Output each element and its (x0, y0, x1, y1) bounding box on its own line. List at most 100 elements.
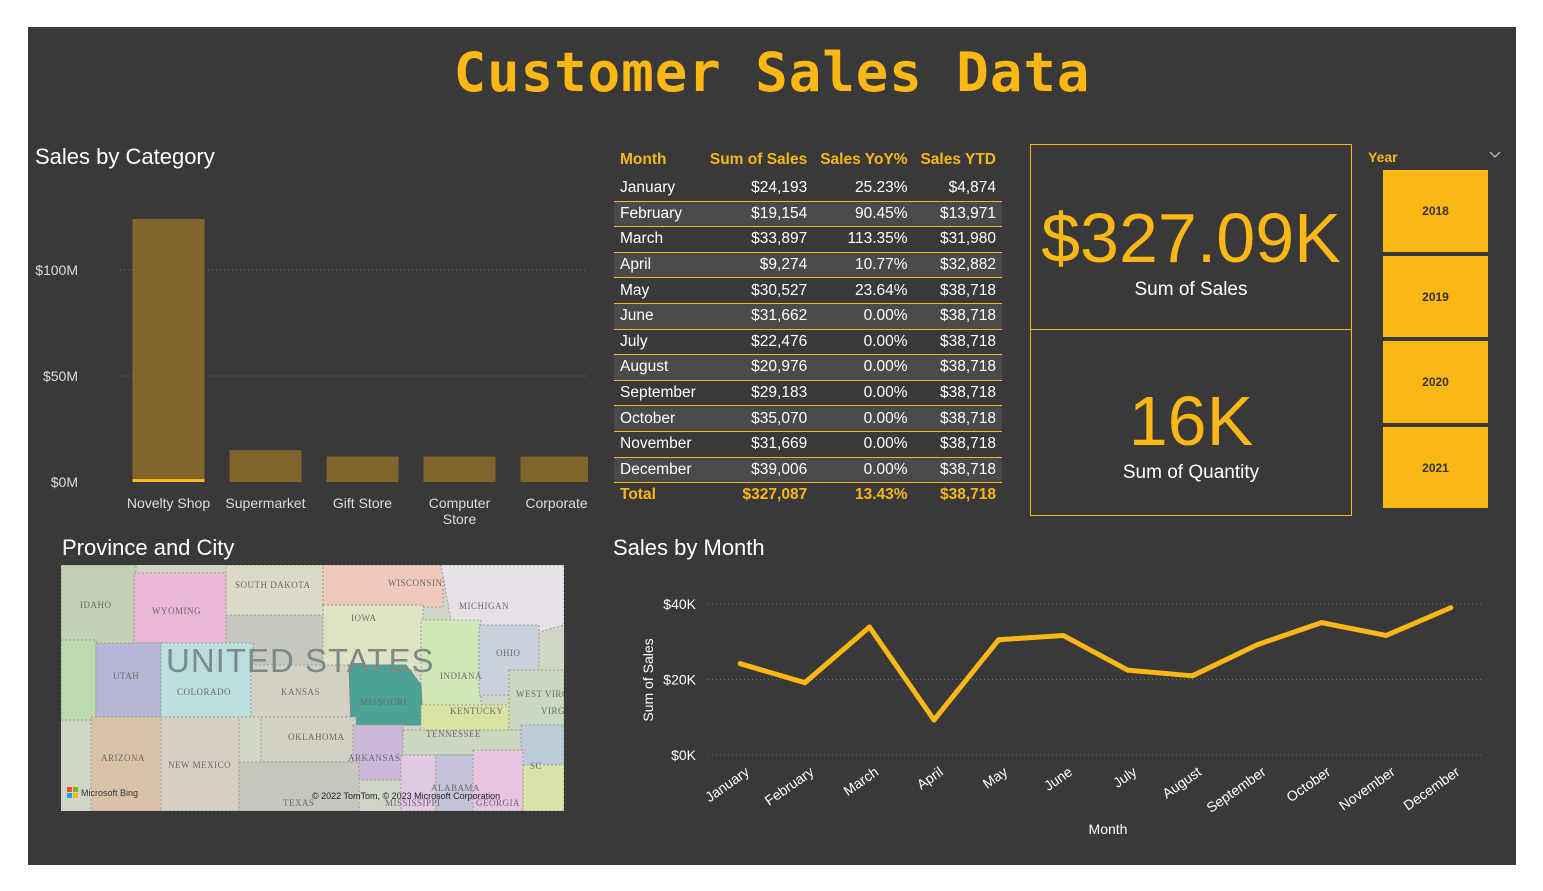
data-point[interactable] (1125, 667, 1131, 673)
data-point[interactable] (1319, 620, 1325, 626)
bar-highlight (132, 479, 205, 482)
data-point[interactable] (1189, 673, 1195, 679)
bar[interactable] (326, 456, 399, 482)
bar[interactable] (423, 456, 496, 482)
data-point[interactable] (737, 661, 743, 667)
cell-sales-yoy: 0.00% (813, 354, 914, 381)
bar[interactable] (132, 219, 205, 482)
table-row[interactable]: December $39,006 0.00% $38,718 (614, 457, 1002, 484)
sales-line[interactable] (737, 605, 1454, 723)
data-point[interactable] (1060, 632, 1066, 638)
table-row[interactable]: November $31,669 0.00% $38,718 (614, 431, 1002, 458)
table-row[interactable]: September $29,183 0.00% $38,718 (614, 380, 1002, 407)
year-slicer-title: Year (1368, 149, 1398, 165)
category-bar-chart[interactable]: $0M $50M $100M Novelty Shop Supermarket Gift … (28, 177, 588, 537)
cell-sum-of-sales: $24,193 (702, 176, 814, 202)
data-point[interactable] (996, 637, 1002, 643)
table-row[interactable]: April $9,274 10.77% $32,882 (614, 252, 1002, 279)
map-state-label: ARIZONA (101, 753, 145, 763)
map-state-label: WYOMING (152, 606, 201, 616)
table-row[interactable]: February $19,154 90.45% $13,971 (614, 201, 1002, 228)
cell-sum-of-sales: $20,976 (702, 354, 814, 381)
y-tick-label: $0K (671, 747, 697, 763)
map-canvas[interactable]: SOUTH DAKOTA WISCONSIN IDAHO WYOMING MIC… (61, 565, 564, 811)
map-state-label: NEW MEXICO (168, 760, 231, 770)
month-chart-title: Sales by Month (613, 535, 765, 560)
cell-sales-yoy: 90.45% (813, 201, 914, 228)
month-line-chart[interactable]: $0K $20K $40K January February March April May J… (603, 562, 1503, 852)
cell-sales-ytd: $38,718 (913, 405, 1002, 432)
data-point[interactable] (866, 624, 872, 630)
data-point[interactable] (1383, 632, 1389, 638)
x-tick-label: Supermarket (225, 495, 305, 511)
x-tick-label: June (1041, 763, 1075, 794)
cell-sales-yoy: 25.23% (813, 176, 914, 202)
cell-month: March (614, 226, 703, 253)
microsoft-logo-icon (67, 787, 78, 798)
map-state-label: IOWA (351, 613, 377, 623)
cell-sum-of-sales: $22,476 (702, 329, 814, 356)
cell-sum-of-sales: $35,070 (702, 405, 814, 432)
map-state-label: SC (530, 761, 542, 771)
bar[interactable] (229, 450, 302, 482)
y-tick-label: $0M (51, 474, 78, 490)
col-header-month[interactable]: Month (620, 151, 667, 168)
map-state-label: TEXAS (283, 798, 315, 808)
x-tick-label: October (1283, 763, 1333, 805)
cell-sum-of-sales: $31,669 (702, 431, 814, 458)
data-point[interactable] (1254, 642, 1260, 648)
cell-sales-yoy: 0.00% (813, 329, 914, 356)
map-country-label: UNITED STATES (166, 642, 434, 679)
x-tick-label: January (702, 763, 752, 805)
cell-sales-ytd: $38,718 (913, 354, 1002, 381)
cell-sales-yoy: 0.00% (813, 380, 914, 407)
y-axis-title: Sum of Sales (640, 638, 656, 721)
year-option-2021[interactable]: 2021 (1383, 427, 1488, 508)
cell-month: January (614, 176, 703, 202)
col-header-sales-yoy[interactable]: Sales YoY% (820, 151, 908, 168)
col-header-sum-of-sales[interactable]: Sum of Sales (709, 151, 808, 168)
x-tick-label: September (1203, 763, 1269, 816)
cell-sales-ytd: $38,718 (913, 431, 1002, 458)
year-option-2020[interactable]: 2020 (1383, 341, 1488, 423)
x-tick-label: Gift Store (333, 495, 392, 511)
x-tick-label: May (979, 763, 1010, 791)
table-row[interactable]: January $24,193 25.23% $4,874 (614, 176, 1002, 202)
map-state-label: SOUTH DAKOTA (235, 580, 311, 590)
table-row[interactable]: August $20,976 0.00% $38,718 (614, 354, 1002, 381)
chevron-down-icon[interactable] (1489, 151, 1501, 159)
x-tick-label: Computer (429, 495, 491, 511)
y-tick-label: $20K (663, 672, 696, 688)
map-state-label: TENNESSEE (426, 729, 481, 739)
cell-sum-of-sales: $30,527 (702, 277, 814, 304)
table-row[interactable]: July $22,476 0.00% $38,718 (614, 329, 1002, 356)
cell-sum-of-sales: $9,274 (702, 252, 814, 279)
cell-month: December (614, 457, 703, 484)
map-state-label: ARKANSAS (348, 753, 401, 763)
x-tick-label: March (840, 763, 881, 798)
cell-sum-of-sales: $39,006 (702, 457, 814, 484)
cell-month: November (614, 431, 703, 458)
bar[interactable] (520, 456, 589, 482)
table-row[interactable]: March $33,897 113.35% $31,980 (614, 226, 1002, 253)
cell-sales-yoy: 10.77% (813, 252, 914, 279)
x-tick-label: April (914, 763, 946, 792)
us-map[interactable]: SOUTH DAKOTA WISCONSIN IDAHO WYOMING MIC… (61, 565, 564, 811)
year-option-2019[interactable]: 2019 (1383, 256, 1488, 337)
table-row[interactable]: October $35,070 0.00% $38,718 (614, 405, 1002, 432)
map-state-label: WISCONSIN (388, 578, 443, 588)
cell-sales-ytd: $4,874 (913, 176, 1002, 202)
table-row[interactable]: June $31,662 0.00% $38,718 (614, 303, 1002, 330)
cell-sales-ytd: $38,718 (913, 457, 1002, 484)
map-state-label: OKLAHOMA (288, 732, 345, 742)
data-point[interactable] (931, 717, 937, 723)
data-point[interactable] (802, 680, 808, 686)
cell-sales-ytd: $38,718 (913, 380, 1002, 407)
data-point[interactable] (1448, 605, 1454, 611)
map-state-label: UTAH (113, 671, 139, 681)
col-header-sales-ytd[interactable]: Sales YTD (920, 151, 996, 168)
table-row[interactable]: May $30,527 23.64% $38,718 (614, 277, 1002, 304)
year-option-2018[interactable]: 2018 (1383, 170, 1488, 252)
cell-month: June (614, 303, 703, 330)
sum-of-quantity-card: 16K Sum of Quantity (1030, 329, 1352, 516)
